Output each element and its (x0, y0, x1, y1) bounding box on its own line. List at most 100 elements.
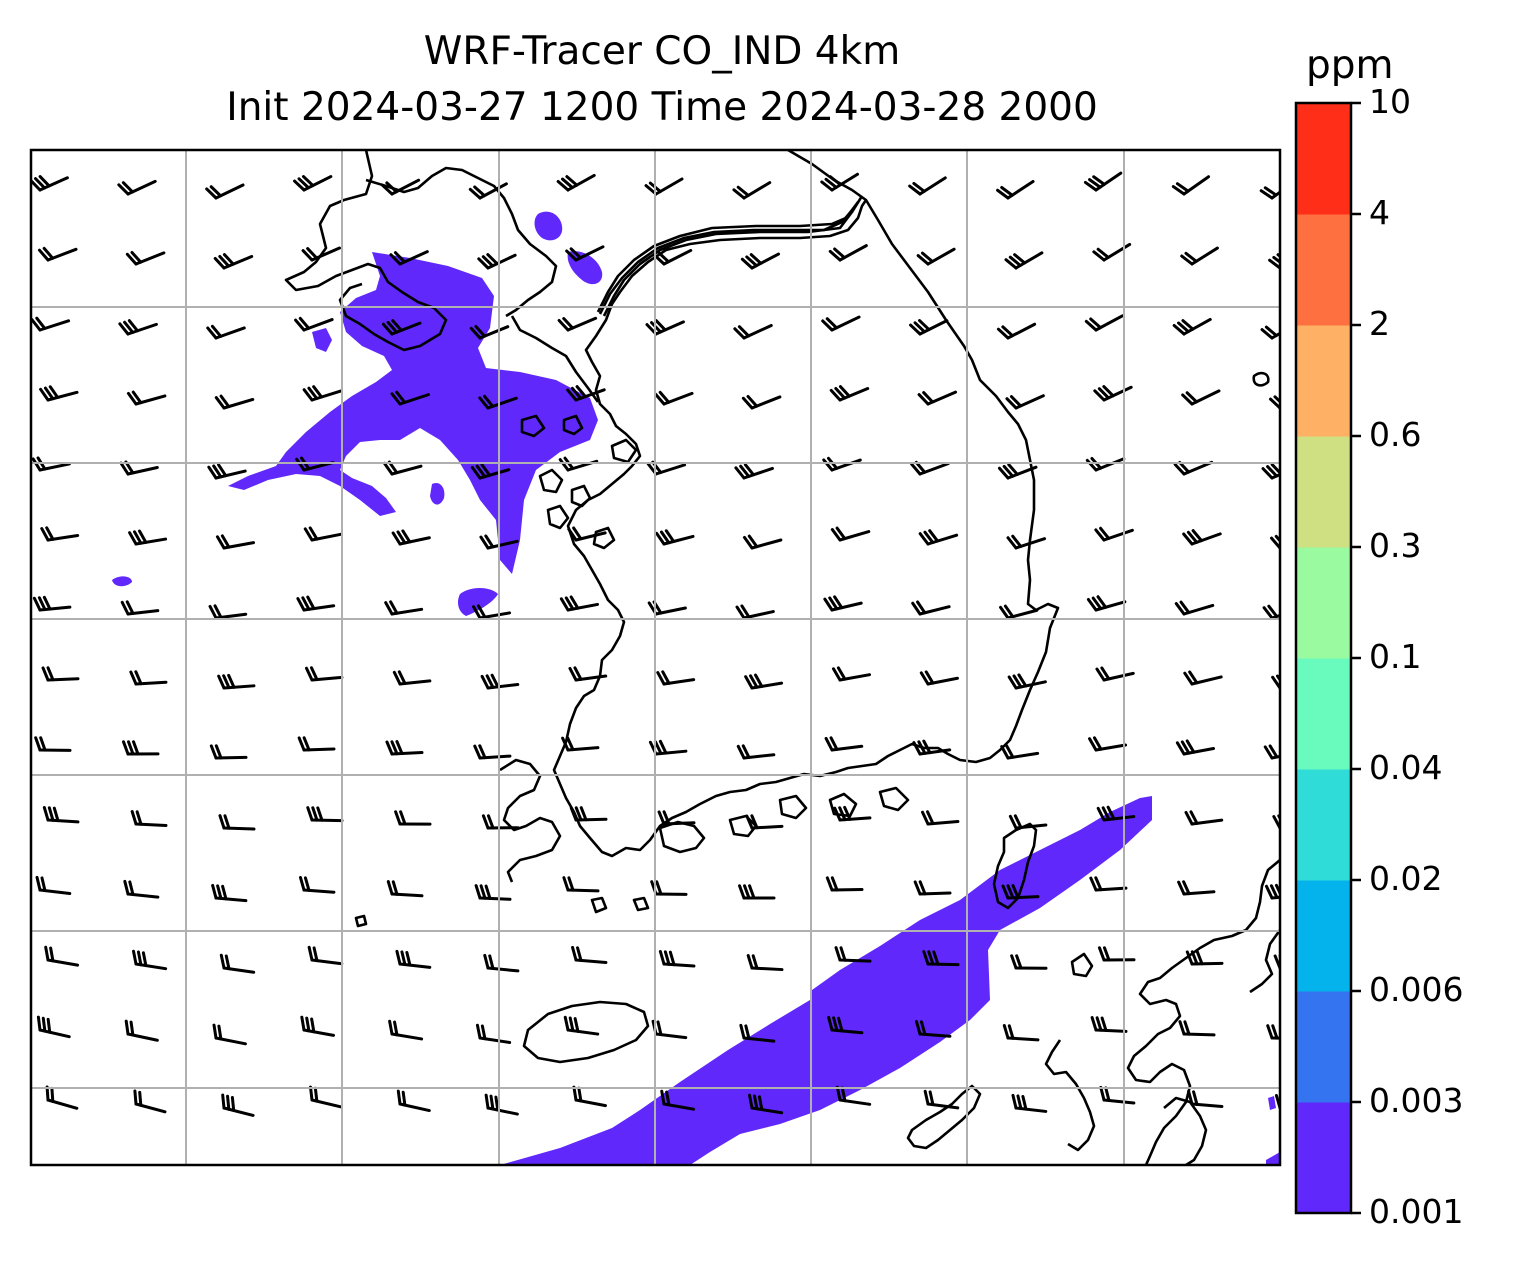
wind-barb (45, 1085, 79, 1110)
wind-barb (130, 810, 168, 827)
wind-barb (645, 319, 685, 336)
wind-barb (117, 179, 157, 196)
wind-barb (126, 390, 167, 406)
tracer-patch-small-2 (430, 482, 445, 505)
wind-barb (1097, 946, 1136, 962)
wind-barb (919, 670, 959, 686)
wind-barb (735, 604, 775, 620)
wind-barb (479, 534, 519, 550)
wind-barb (740, 252, 781, 270)
tracer-patch-small-3 (312, 328, 332, 352)
wind-barb (562, 876, 600, 893)
map-title-line1: WRF-Tracer CO_IND 4km (423, 29, 901, 74)
coastline-japan-kyushu (1126, 859, 1280, 1165)
wind-barb (395, 949, 432, 969)
colorbar-segment (1296, 658, 1351, 770)
wind-barb (913, 880, 952, 896)
wind-barb (474, 884, 512, 901)
wind-barb (469, 324, 510, 340)
wind-barb (1085, 456, 1126, 472)
wind-barb (294, 316, 334, 332)
wind-barb (569, 806, 608, 822)
colorbar-segment (1296, 547, 1351, 659)
wind-barb (1095, 666, 1135, 682)
wind-barb (1177, 880, 1216, 896)
wind-barb (1004, 251, 1044, 270)
coastline-china-bay (365, 166, 558, 318)
wind-barb (748, 1093, 784, 1115)
wind-barb (1090, 1016, 1128, 1033)
wind-barb (1184, 810, 1224, 826)
wind-barb (480, 673, 520, 690)
wind-barb (746, 954, 784, 972)
wind-barb (1093, 385, 1133, 402)
wind-barb (654, 390, 694, 406)
wind-barb (392, 670, 432, 686)
wind-barb (738, 884, 776, 900)
wind-barb (129, 670, 168, 686)
wind-barb (301, 246, 342, 262)
wind-barb (736, 744, 776, 760)
wind-barb (1089, 876, 1128, 892)
wind-barb (650, 880, 688, 896)
colorbar-tick-label: 0.02 (1369, 859, 1443, 898)
tracer-plume-southeast (500, 796, 1152, 1165)
wind-barb (384, 600, 424, 616)
wind-barb (909, 319, 949, 336)
wind-barb (35, 875, 72, 896)
coastline-west-islets (520, 414, 638, 550)
wind-barb (123, 879, 160, 899)
wind-barb (742, 534, 783, 550)
wind-barb (217, 673, 256, 690)
wind-barb (1094, 526, 1134, 542)
wind-barb (733, 323, 773, 340)
wind-barb (1083, 171, 1123, 192)
tracer-plumes (112, 211, 1280, 1165)
wind-barb (1266, 1024, 1280, 1040)
wind-barb (827, 1015, 864, 1035)
tracer-plume-northwest (228, 252, 598, 574)
wind-barb (1096, 805, 1136, 822)
wind-barb (1005, 394, 1045, 410)
wind-barb (821, 315, 861, 332)
wind-barb (916, 247, 956, 266)
colorbar-tick-label: 0.04 (1369, 748, 1443, 787)
wind-barb (822, 456, 862, 472)
wind-barb (1263, 744, 1280, 760)
colorbar-segment (1296, 103, 1351, 215)
wind-barb (997, 463, 1038, 480)
wind-barb (477, 253, 517, 270)
wind-barb (914, 1019, 952, 1038)
wind-barb (824, 736, 864, 752)
wind-barb (394, 810, 432, 826)
wind-barb (213, 253, 254, 270)
wind-barb (923, 1089, 960, 1110)
wind-barb (921, 810, 960, 826)
wind-barb (828, 244, 868, 262)
coastline-south-islets (658, 786, 910, 854)
coastline-west-islets-2 (354, 896, 650, 928)
wind-barb (1183, 670, 1223, 686)
wind-barb (1260, 325, 1280, 340)
wind-barb (834, 946, 872, 963)
wind-barb (483, 953, 520, 973)
wind-barb (741, 394, 782, 410)
wind-barb (1182, 529, 1222, 546)
wind-barb (571, 945, 608, 964)
wind-barb (218, 814, 256, 831)
wind-barb (1175, 739, 1215, 756)
wind-barb (120, 600, 160, 616)
map-gridlines (31, 150, 1280, 1165)
wind-barb (657, 810, 696, 826)
wind-barb (468, 182, 508, 200)
wind-barb (922, 950, 960, 967)
wind-barb (1011, 1093, 1048, 1113)
colorbar-unit-label: ppm (1306, 43, 1394, 88)
wind-barb (565, 245, 605, 262)
wind-barb (1008, 814, 1048, 830)
wind-barb (391, 529, 431, 546)
wind-barb (744, 673, 784, 690)
wind-barb (833, 805, 872, 822)
wind-barb (732, 181, 772, 200)
